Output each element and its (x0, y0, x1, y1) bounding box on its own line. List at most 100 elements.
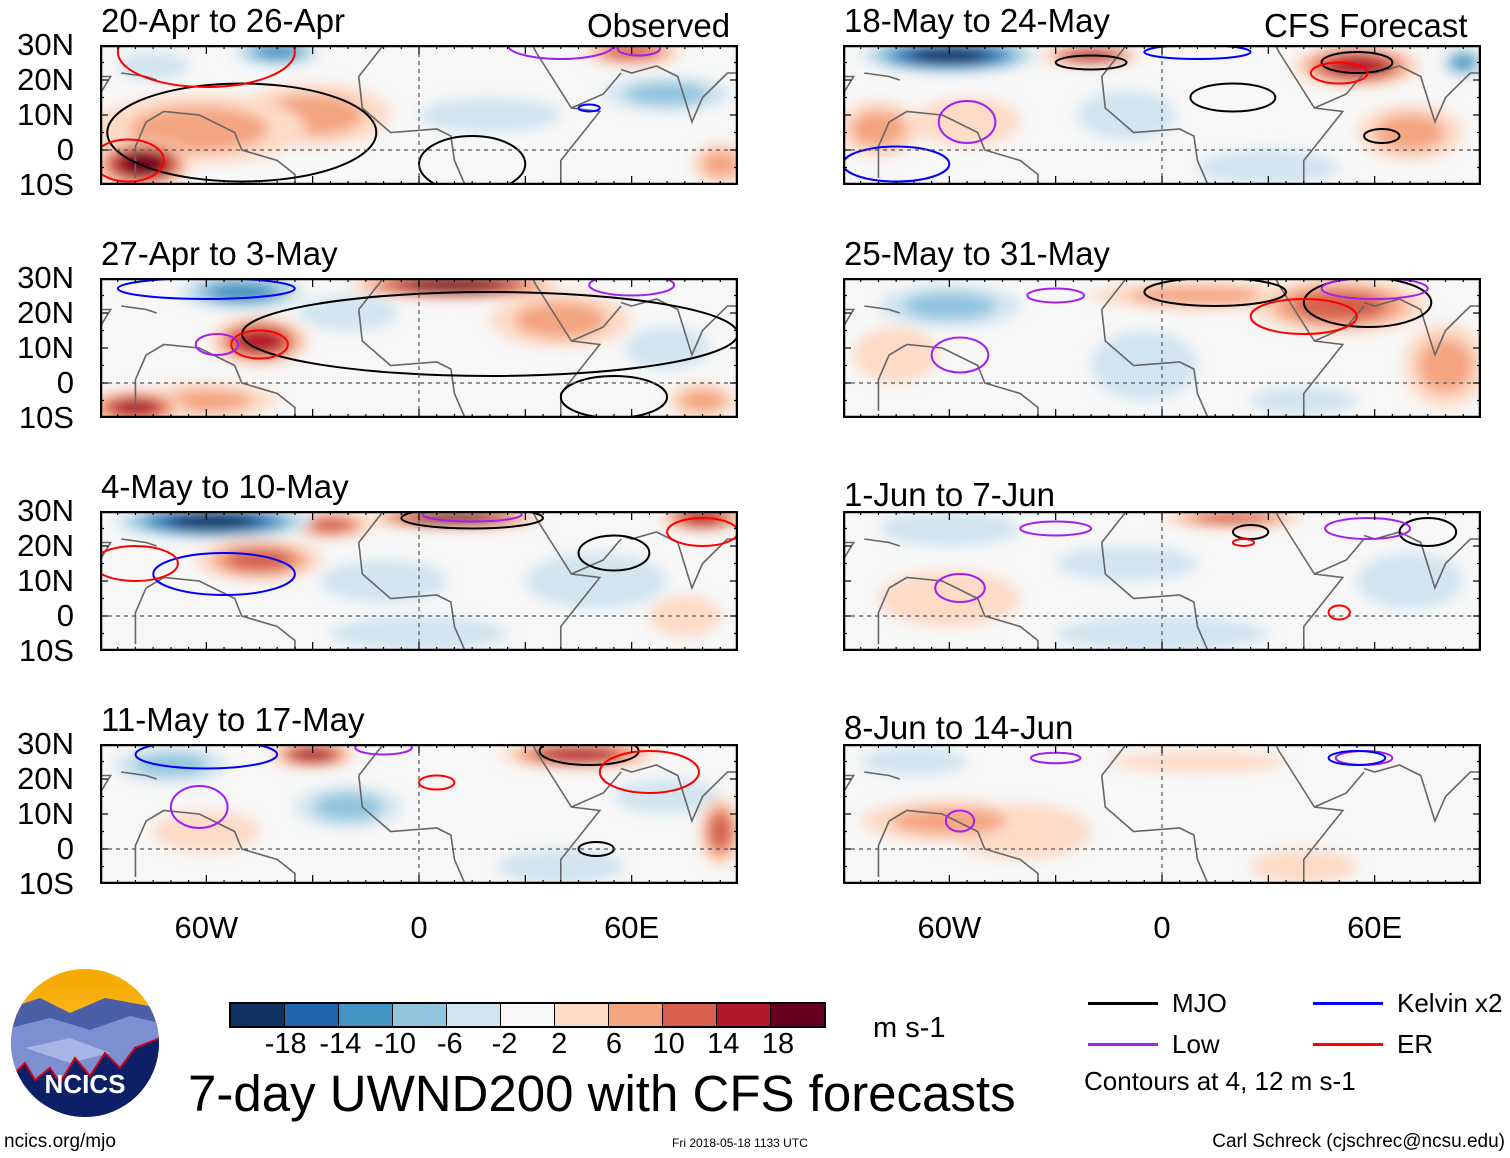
timestamp: Fri 2018-05-18 1133 UTC (672, 1136, 808, 1150)
lat-tick-label: 20N (17, 528, 74, 563)
contour-mjo (418, 135, 527, 185)
colorbar-swatch (501, 1004, 555, 1026)
colorbar-tick-label: 14 (707, 1028, 740, 1060)
coastline (1314, 771, 1365, 808)
coastline (357, 309, 466, 418)
coastline (864, 538, 900, 547)
anomaly-region (169, 513, 258, 530)
contour-er (100, 138, 165, 183)
panel-title: 27-Apr to 3-May (101, 235, 338, 272)
anomaly-region (1451, 55, 1475, 70)
anomaly-region (514, 301, 607, 339)
contour-low (1026, 287, 1085, 304)
anomaly-region (298, 295, 398, 331)
map-frame (100, 278, 738, 418)
panel-title: 20-Apr to 26-Apr (101, 2, 345, 39)
lat-tick-label: 0 (56, 132, 74, 167)
colorbar-swatch (663, 1004, 717, 1026)
contour-low (1320, 278, 1429, 300)
coastline (357, 76, 466, 185)
anomaly-region (1108, 751, 1286, 772)
legend-label: MJO (1172, 988, 1227, 1018)
coastline (1101, 511, 1128, 543)
panel-title: 8-Jun to 14-Jun (844, 709, 1074, 746)
coastline (620, 764, 738, 824)
lat-tick-label: 10N (17, 330, 74, 365)
main-title: 7-day UWND200 with CFS forecasts (188, 1065, 1016, 1122)
coastline (100, 774, 113, 794)
lat-tick-label: 20N (17, 295, 74, 330)
map-panel (100, 45, 738, 185)
contour-er (418, 774, 456, 791)
legend-label: ER (1397, 1029, 1434, 1059)
anomaly-region (319, 560, 448, 602)
contour-kelvin-x2 (577, 103, 601, 113)
anomaly-region (708, 812, 732, 851)
map-panel (843, 278, 1481, 418)
colorbar-tick-label: -2 (491, 1028, 518, 1060)
contour-kelvin-x2 (1327, 750, 1387, 766)
colorbar-swatch (231, 1004, 285, 1026)
anomaly-region (903, 292, 996, 320)
lat-tick-label: 30N (17, 27, 74, 62)
colorbar-tick-label: 2 (551, 1028, 568, 1060)
lat-tick-label: 30N (17, 493, 74, 528)
contour-mjo (1189, 82, 1277, 113)
anomaly-region (701, 150, 738, 178)
map-frame (843, 45, 1481, 185)
site-link[interactable]: ncics.org/mjo (4, 1131, 116, 1152)
coastline (134, 110, 296, 185)
map-frame (843, 511, 1481, 651)
anomaly-region (415, 513, 494, 523)
coastline (1363, 764, 1481, 824)
coastline (121, 305, 157, 314)
contour-mjo (1143, 278, 1287, 307)
anomaly-region (235, 329, 284, 353)
contour-low (937, 100, 997, 144)
colorbar (229, 1002, 826, 1028)
coastline (358, 511, 385, 543)
map-panel (100, 278, 738, 418)
lat-tick-label: 30N (17, 726, 74, 761)
map-panel (100, 744, 738, 884)
lat-tick-label: 20N (17, 761, 74, 796)
legend-line-er (1313, 1043, 1383, 1046)
coastline (620, 65, 738, 125)
contour-kelvin-x2 (1143, 45, 1252, 60)
coastline (1363, 65, 1481, 125)
contour-er (230, 329, 289, 360)
anomaly-region (913, 97, 1021, 147)
lat-tick-label: 10S (18, 633, 74, 668)
colorbar-swatch (771, 1004, 824, 1026)
coastline (1274, 511, 1345, 651)
lat-tick-label: 10S (18, 866, 74, 901)
coastline (134, 343, 296, 418)
units-label: m s-1 (873, 1012, 946, 1044)
lat-tick-label: 10S (18, 400, 74, 435)
observed-label: Observed (587, 7, 731, 44)
coastline (1274, 45, 1345, 185)
anomaly-region (313, 793, 383, 821)
colorbar-tick-label: 18 (761, 1028, 795, 1060)
coastline (864, 305, 900, 314)
anomaly-region (1076, 90, 1177, 140)
contour-mjo (577, 534, 651, 572)
coastline (864, 72, 900, 81)
contour-low (588, 278, 676, 297)
anomaly-region (419, 97, 561, 133)
colorbar-swatch (447, 1004, 501, 1026)
contour-kelvin-x2 (134, 744, 279, 770)
colorbar-swatch (609, 1004, 663, 1026)
coastline (358, 744, 385, 776)
coastline (100, 308, 113, 328)
lon-tick-label: 60E (604, 910, 660, 945)
coastline (571, 538, 622, 575)
anomaly-region (130, 106, 269, 152)
contour-low (944, 809, 976, 833)
lon-tick-label: 60E (1347, 910, 1403, 945)
contour-er (1309, 61, 1369, 85)
contour-note: Contours at 4, 12 m s-1 (1084, 1066, 1356, 1096)
anomaly-region (117, 52, 189, 80)
map-panel (843, 45, 1481, 185)
colorbar-tick-label: 6 (605, 1028, 622, 1060)
